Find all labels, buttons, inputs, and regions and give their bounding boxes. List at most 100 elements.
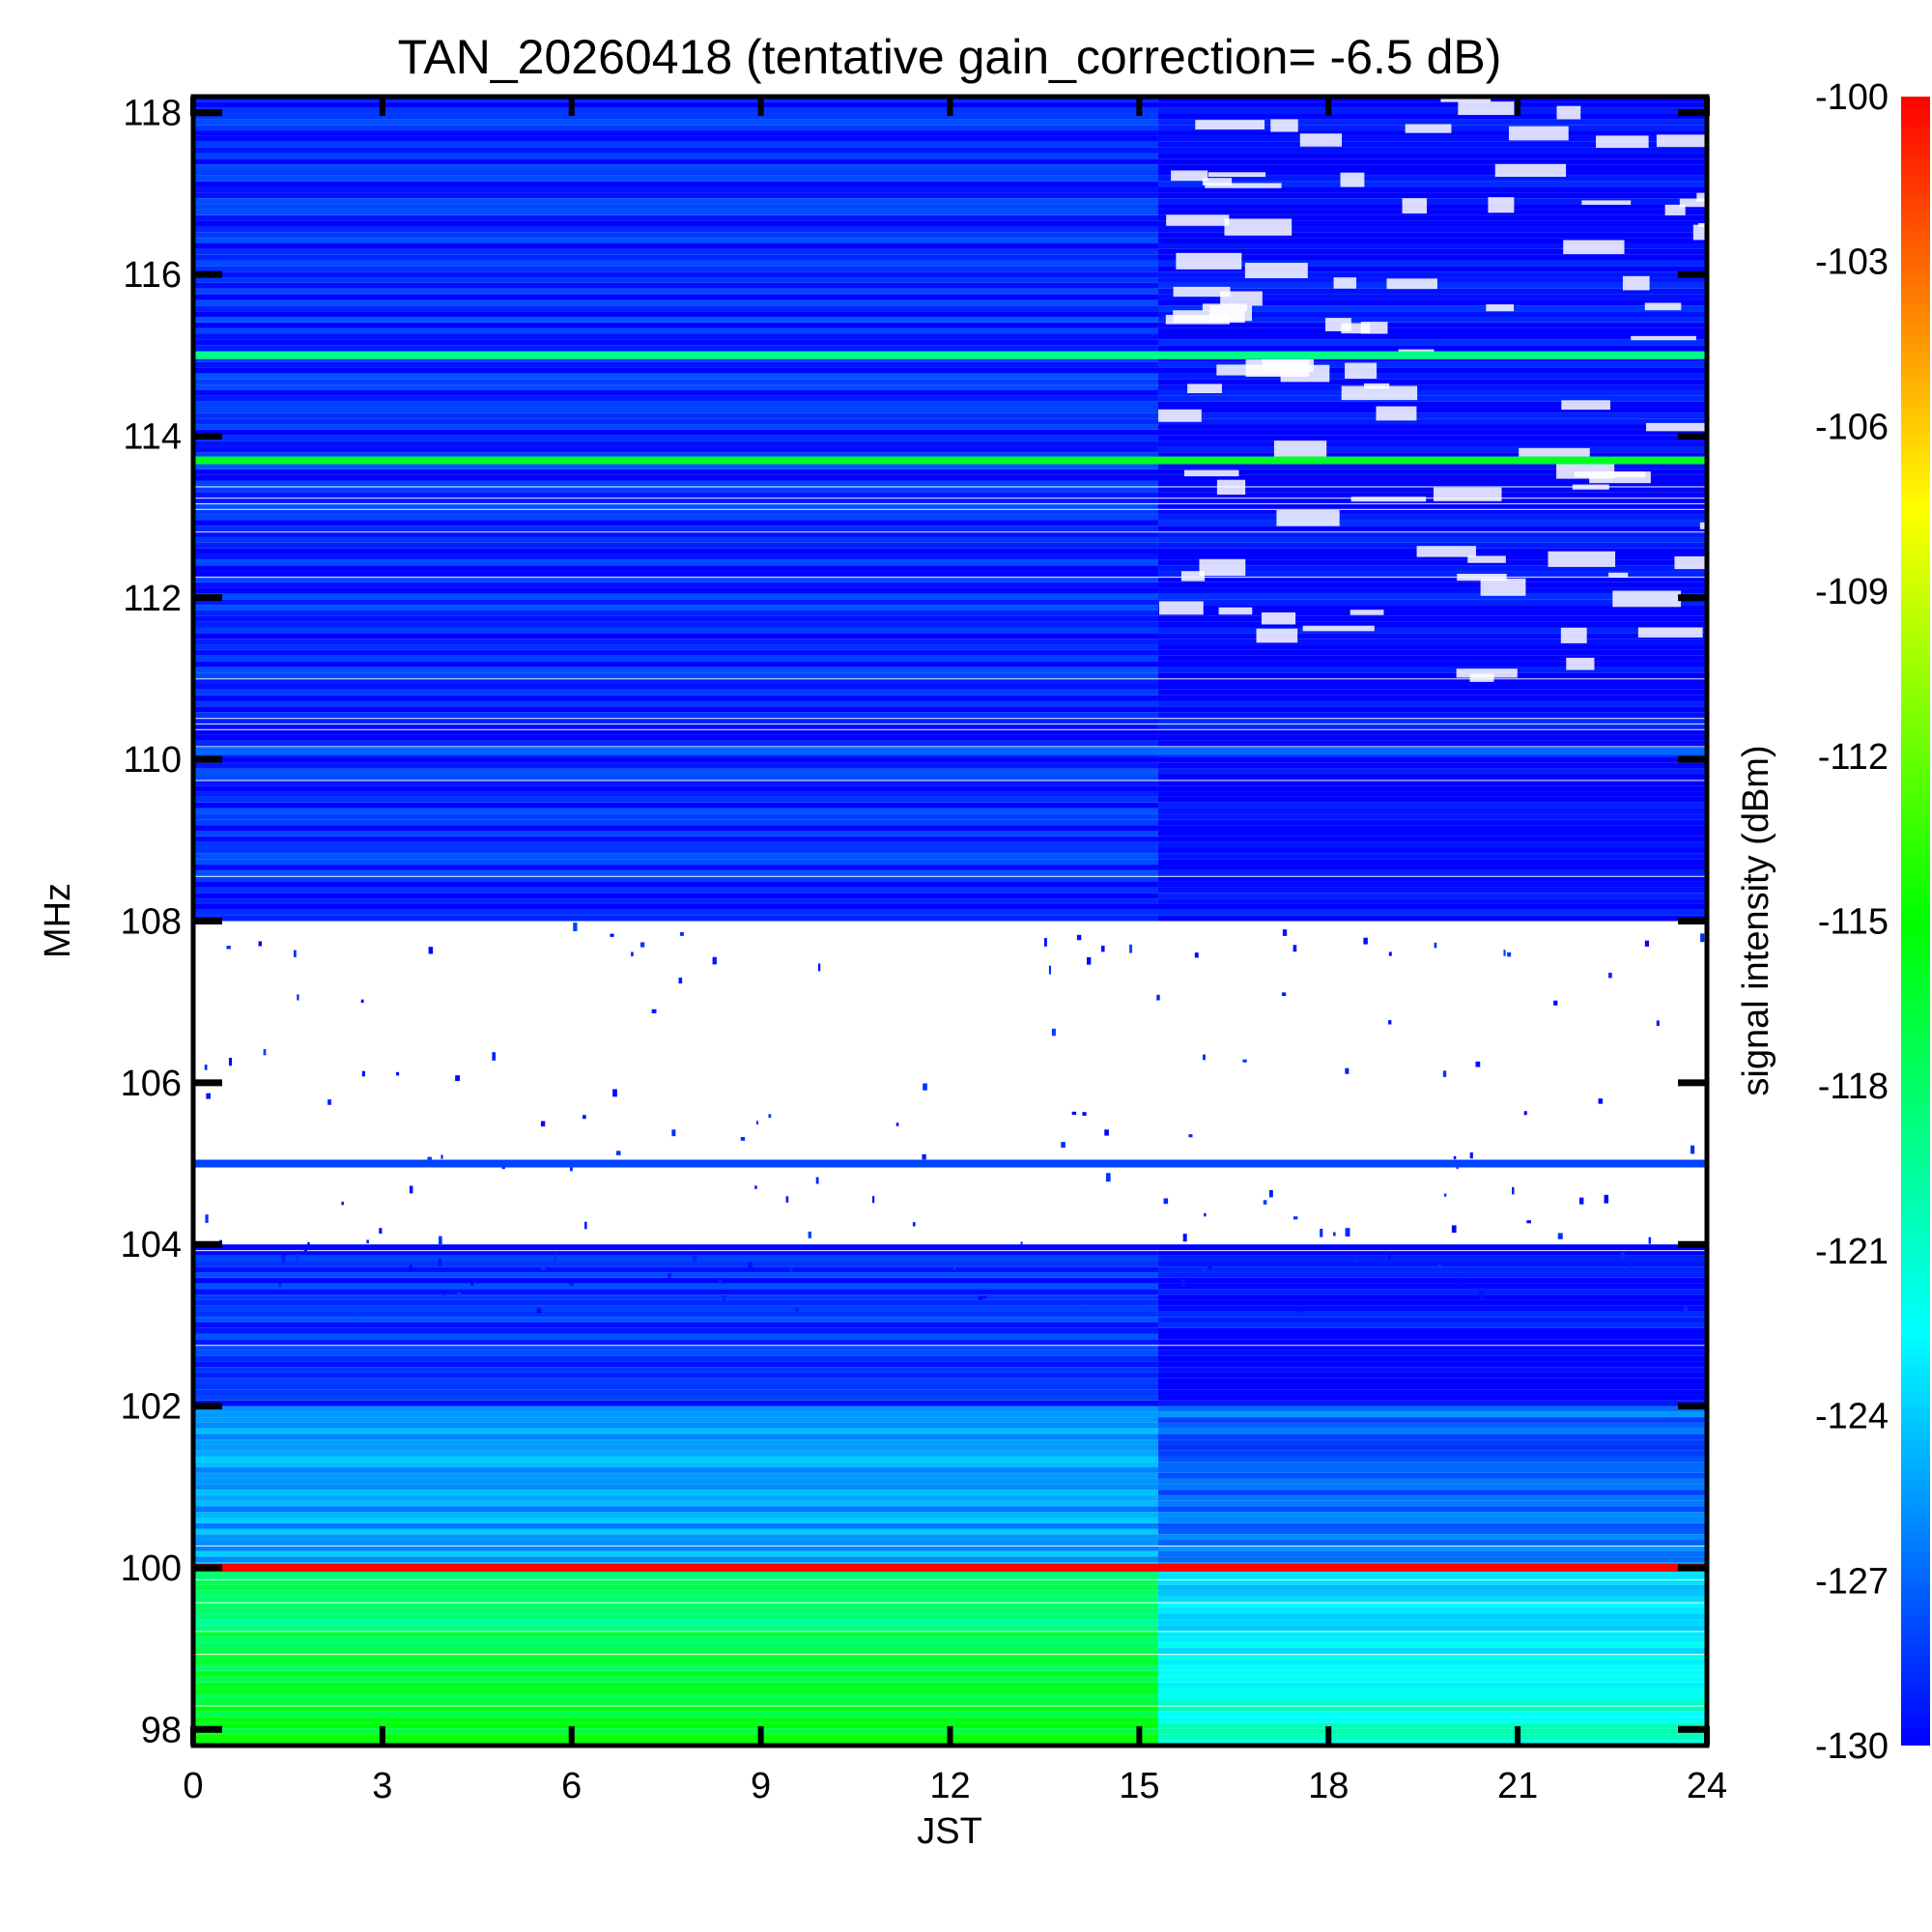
speckle [1354, 1259, 1359, 1264]
speckle [409, 1185, 413, 1194]
heat-cell [193, 130, 1158, 136]
heat-cell [1157, 97, 1707, 102]
heat-cell [193, 1512, 1158, 1518]
heat-cell [193, 1556, 1158, 1563]
heat-cell [1157, 1478, 1707, 1485]
speckle [356, 1307, 362, 1313]
quiet-patch [1664, 204, 1686, 215]
heat-cell [193, 294, 1158, 300]
heat-cell [193, 1625, 1158, 1632]
heat-cell [1157, 316, 1707, 323]
heat-cell [193, 384, 1158, 390]
heat-cell [193, 627, 1158, 634]
heat-cell [1157, 1327, 1707, 1334]
speckle [1204, 1212, 1207, 1217]
speckle [1203, 1054, 1206, 1061]
heat-cell [1157, 446, 1707, 453]
heat-cell [1157, 915, 1707, 922]
heat-cell [1157, 214, 1707, 221]
heat-cell [1157, 802, 1707, 809]
heat-cell [1157, 1484, 1707, 1491]
quiet-patch [1376, 406, 1417, 421]
heat-cell [193, 576, 1158, 582]
heat-cell [1157, 463, 1707, 469]
speckle [722, 1295, 726, 1303]
heat-cell [193, 446, 1158, 453]
heat-cell [193, 147, 1158, 154]
speckle [1281, 992, 1287, 996]
speckle [668, 1273, 671, 1278]
colorbar-ticks: -100 -103 -106 -109 -112 -115 -118 -121 -124 -127… [1815, 77, 1889, 1767]
heat-cell [1157, 238, 1707, 243]
quiet-patch [1486, 304, 1515, 312]
heat-cell [1157, 655, 1707, 662]
quiet-patch [1440, 98, 1492, 102]
speckle [1469, 1152, 1473, 1159]
quiet-patch [1692, 224, 1707, 241]
heat-cell [193, 1417, 1158, 1423]
heat-cell [1157, 672, 1707, 679]
heat-cell [1157, 1517, 1707, 1523]
heat-gap [193, 780, 1707, 781]
heat-cell [193, 1321, 1158, 1328]
heat-cell [1157, 305, 1707, 312]
speckle [923, 1083, 927, 1091]
heat-cell [193, 238, 1158, 243]
heat-cell [1157, 593, 1707, 600]
heat-cell [193, 734, 1158, 741]
heat-cell [193, 1676, 1158, 1683]
heat-cell [193, 791, 1158, 797]
speckle [360, 999, 364, 1004]
speckle [1048, 965, 1052, 975]
speckle [379, 1228, 383, 1235]
heat-cell [193, 266, 1158, 272]
heat-cell [193, 452, 1158, 459]
heat-gap [193, 1545, 1707, 1548]
heat-cell [193, 639, 1158, 645]
heat-cell [1157, 1283, 1707, 1290]
speckle [871, 1196, 875, 1204]
heat-cell [193, 1578, 1158, 1585]
heat-cell [1157, 1602, 1707, 1608]
heat-cell [193, 1682, 1158, 1689]
heat-cell [193, 1494, 1158, 1501]
quiet-patch [1631, 335, 1696, 341]
y-tick-label: 110 [123, 740, 182, 781]
quiet-patch [1405, 124, 1452, 133]
heat-cell [1157, 248, 1707, 255]
heat-cell [1157, 130, 1707, 136]
y-tick-label: 112 [123, 579, 182, 619]
y-tick-label: 116 [123, 255, 182, 296]
speckle [1629, 1263, 1633, 1267]
heat-cell [1157, 1636, 1707, 1643]
heat-cell [1157, 424, 1707, 430]
speckle [1451, 1225, 1457, 1234]
colorbar-tick-label: -127 [1815, 1561, 1889, 1602]
heat-gap [193, 678, 1707, 680]
heat-cell [1157, 469, 1707, 475]
speckle [1071, 1111, 1077, 1116]
heat-cell [193, 520, 1158, 526]
heat-cell [1157, 508, 1707, 515]
speckle [1434, 942, 1437, 949]
speckle [1523, 1111, 1527, 1116]
heat-cell [193, 407, 1158, 413]
quiet-patch [1261, 612, 1296, 625]
colorbar-tick-label: -103 [1815, 242, 1889, 283]
heat-cell [193, 893, 1158, 899]
colorbar-tick-label: -106 [1815, 407, 1889, 447]
quiet-patch [1220, 291, 1263, 306]
heat-cell [1157, 633, 1707, 639]
heat-cell [193, 683, 1158, 690]
heat-cell [1157, 311, 1707, 317]
speckle [1051, 1028, 1056, 1037]
speckle [912, 1222, 916, 1227]
heat-cell [193, 526, 1158, 532]
colorbar-tick-label: -118 [1818, 1066, 1889, 1107]
speckle [569, 1282, 574, 1287]
heat-cell [1157, 1272, 1707, 1278]
heat-cell [1157, 536, 1707, 543]
heat-cell [1157, 661, 1707, 668]
heat-cell [193, 1670, 1158, 1677]
speckle [457, 1292, 461, 1297]
